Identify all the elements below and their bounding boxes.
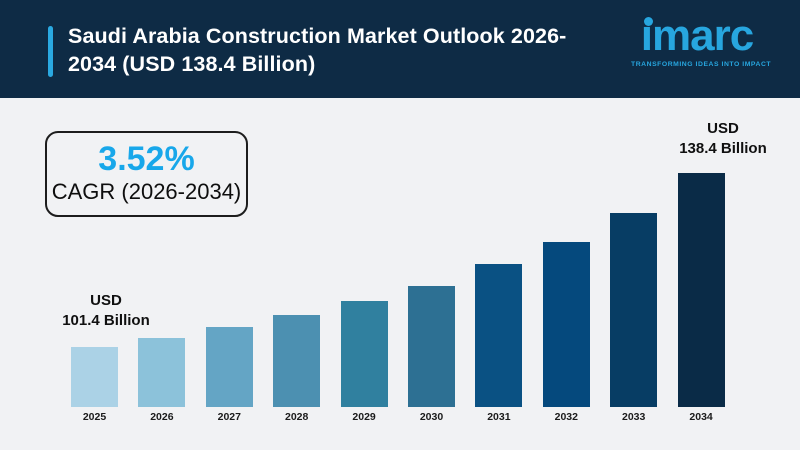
bar-group-2028: 2028 [273, 315, 321, 424]
bar-year-label-2029: 2029 [352, 411, 376, 423]
cagr-card: 3.52% CAGR (2026-2034) [45, 131, 248, 217]
bar-2029 [340, 301, 388, 407]
brand-logo-text: ımarc [640, 11, 754, 60]
bar-group-2034: 2034 [677, 173, 725, 424]
value-label-2025: USD 101.4 Billion [36, 291, 176, 331]
page-title-line1: Saudi Arabia Construction Market Outlook… [68, 24, 567, 48]
value-label-2034-line1: USD [707, 120, 739, 137]
page-title-line2: 2034 (USD 138.4 Billion) [68, 52, 316, 76]
bar-2030 [408, 286, 455, 407]
brand-logo-word: ımarc [640, 8, 754, 64]
brand-tagline: TRANSFORMING IDEAS INTO IMPACT [631, 61, 772, 68]
cagr-value: 3.52% [98, 140, 195, 178]
bar-year-label-2031: 2031 [487, 411, 511, 423]
bar-2025 [71, 347, 118, 407]
bar-group-2033: 2033 [610, 213, 658, 424]
bar-group-2031: 2031 [475, 264, 523, 424]
bar-2032 [542, 242, 590, 407]
bar-2033 [610, 213, 658, 407]
value-label-2025-line2: 101.4 Billion [62, 312, 150, 329]
bar-group-2030: 2030 [408, 286, 455, 424]
bar-year-label-2033: 2033 [622, 411, 646, 423]
bar-2027 [205, 327, 253, 407]
brand-logo: ımarc TRANSFORMING IDEAS INTO IMPACT [631, 8, 772, 68]
header: Saudi Arabia Construction Market Outlook… [0, 0, 800, 98]
bar-2031 [475, 264, 523, 407]
value-label-2025-line1: USD [90, 292, 122, 309]
bar-year-label-2034: 2034 [689, 411, 713, 423]
bar-year-label-2027: 2027 [217, 411, 241, 423]
bar-group-2025: 2025 [71, 347, 118, 424]
page-title: Saudi Arabia Construction Market Outlook… [68, 22, 623, 78]
bar-year-label-2030: 2030 [419, 411, 444, 423]
value-label-2034-line2: 138.4 Billion [679, 140, 767, 157]
title-accent-bar [48, 26, 53, 77]
bar-year-label-2028: 2028 [285, 411, 309, 423]
bar-2028 [273, 315, 321, 407]
bar-group-2026: 2026 [138, 338, 186, 424]
logo-i-dot-icon [643, 17, 653, 26]
cagr-label: CAGR (2026-2034) [51, 179, 242, 204]
bar-year-label-2026: 2026 [150, 411, 174, 423]
value-label-2034: USD 138.4 Billion [653, 119, 793, 159]
bar-group-2027: 2027 [205, 327, 253, 424]
bar-2034 [677, 173, 725, 407]
bar-group-2032: 2032 [542, 242, 590, 424]
bar-group-2029: 2029 [340, 301, 388, 424]
bar-2026 [138, 338, 186, 407]
bar-year-label-2025: 2025 [82, 411, 107, 423]
bar-year-label-2032: 2032 [554, 411, 578, 423]
